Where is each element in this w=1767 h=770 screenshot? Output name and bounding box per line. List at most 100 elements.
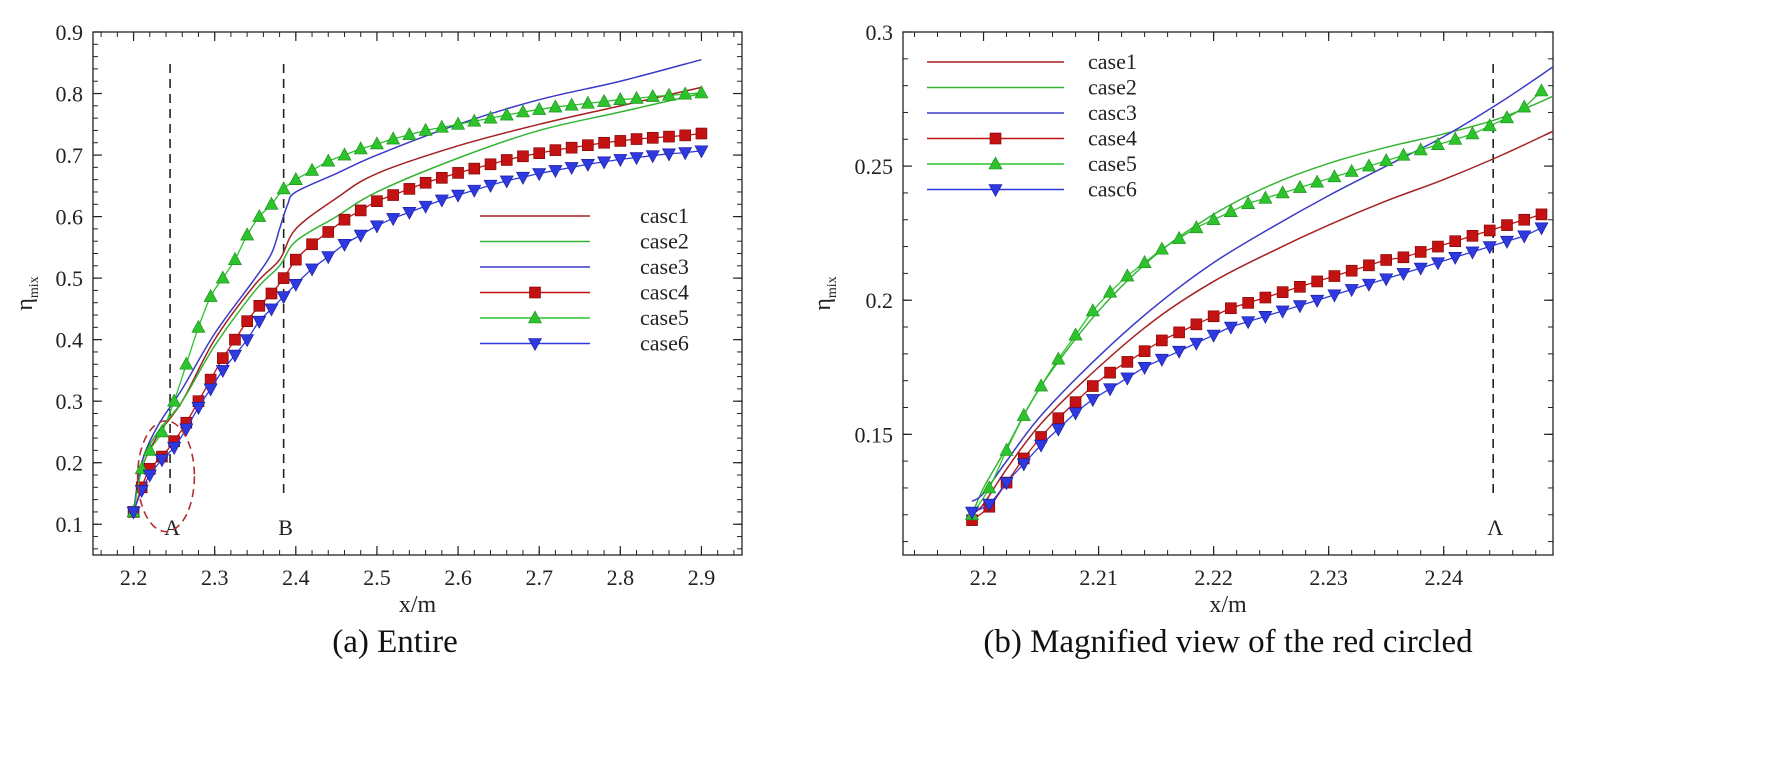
data-point — [1172, 230, 1187, 244]
data-point — [337, 147, 352, 161]
series-line — [971, 227, 1542, 513]
data-point — [1414, 246, 1427, 258]
data-point — [982, 480, 997, 494]
data-point — [264, 303, 279, 317]
data-point — [517, 150, 529, 163]
data-point — [1430, 257, 1445, 271]
legend-label: case6 — [640, 331, 689, 356]
y-tick-label: 0.1 — [56, 512, 84, 537]
data-point — [999, 477, 1014, 491]
x-tick-label: 2.8 — [607, 565, 635, 590]
data-point — [215, 270, 230, 284]
data-point — [630, 133, 643, 145]
data-point — [265, 287, 278, 300]
data-point — [1518, 213, 1531, 226]
y-tick-label: 0.2 — [866, 288, 894, 313]
data-point — [1534, 222, 1549, 236]
data-point — [142, 469, 157, 483]
series-line — [132, 86, 702, 513]
data-point — [532, 168, 547, 182]
data-point — [1120, 372, 1135, 386]
data-point — [1482, 241, 1497, 255]
legend-label: case2 — [1088, 75, 1137, 100]
data-point — [240, 227, 255, 241]
data-point — [321, 153, 336, 167]
data-point — [1259, 291, 1272, 304]
data-point — [1361, 158, 1376, 172]
data-point — [1051, 351, 1066, 365]
data-point — [1223, 321, 1238, 335]
data-point — [645, 150, 660, 164]
data-point — [597, 156, 612, 170]
data-point — [645, 88, 660, 102]
series-case5 — [965, 83, 1549, 521]
data-point — [321, 251, 336, 265]
data-point — [434, 119, 449, 133]
plot-frame — [902, 31, 1554, 556]
data-point — [1483, 224, 1496, 237]
series-line — [971, 95, 1553, 516]
data-point — [264, 196, 279, 210]
x-tick-label: 2.22 — [1194, 565, 1233, 590]
data-point — [1121, 356, 1134, 368]
y-axis-title-symbol: η — [12, 298, 38, 311]
legend-marker — [988, 156, 1003, 170]
data-point — [217, 352, 229, 364]
legend-label: case4 — [1088, 126, 1137, 151]
data-point — [305, 263, 320, 277]
data-point — [434, 194, 449, 208]
data-point — [614, 135, 627, 147]
data-point — [1137, 361, 1152, 375]
data-point — [288, 278, 303, 292]
data-point — [154, 454, 169, 468]
data-point — [215, 365, 230, 379]
data-point — [1379, 153, 1394, 167]
data-point — [1482, 118, 1497, 132]
series-line — [132, 58, 702, 513]
data-point — [1448, 131, 1463, 145]
data-point — [1225, 302, 1237, 315]
data-point — [227, 349, 242, 363]
data-point — [1156, 334, 1168, 347]
series-line — [132, 92, 702, 513]
data-point — [1327, 289, 1342, 303]
data-point — [386, 213, 401, 227]
data-point — [1120, 268, 1135, 282]
data-point — [227, 252, 242, 265]
data-point — [499, 175, 514, 189]
series-line — [971, 213, 1542, 521]
legend-label: case5 — [1088, 151, 1137, 176]
data-point — [661, 148, 676, 162]
legend-label: casc1 — [640, 203, 689, 228]
x-tick-label: 2.4 — [282, 565, 310, 590]
data-point — [191, 319, 206, 333]
legend-marker — [989, 132, 1002, 145]
x-tick-label: 2.2 — [120, 565, 148, 590]
y-axis-title-symbol: η — [810, 298, 836, 311]
series-case2 — [971, 95, 1553, 516]
data-point — [597, 93, 612, 107]
legend-marker — [988, 184, 1003, 198]
data-point — [371, 195, 383, 208]
legend-marker — [527, 338, 543, 352]
series-line — [132, 92, 702, 513]
data-point — [418, 122, 433, 136]
data-point — [276, 291, 291, 305]
data-point — [1345, 264, 1358, 277]
data-point — [191, 402, 206, 415]
x-tick-label: 2.3 — [201, 565, 229, 590]
data-point — [142, 442, 157, 456]
series-casc4 — [127, 127, 708, 518]
y-tick-label: 0.7 — [56, 143, 84, 168]
data-point — [1310, 294, 1325, 308]
data-point — [1379, 273, 1394, 287]
data-point — [1499, 110, 1514, 124]
data-point — [629, 90, 644, 104]
data-point — [678, 86, 693, 100]
data-point — [1223, 204, 1238, 217]
data-point — [253, 300, 266, 312]
data-point — [1396, 147, 1411, 161]
series-line — [132, 132, 702, 513]
